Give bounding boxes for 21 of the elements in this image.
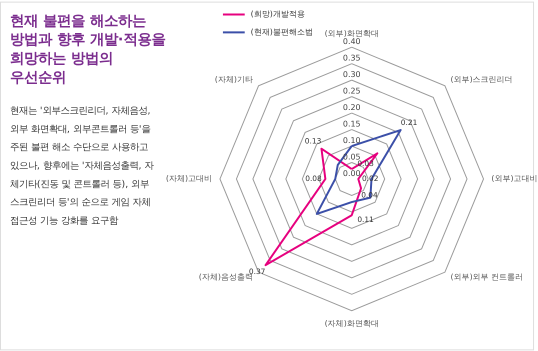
- spoke-label: (자체)고대비: [166, 174, 212, 183]
- y-tick-label: 0.30: [342, 70, 361, 80]
- y-tick-label: 0.40: [342, 37, 361, 46]
- y-tick-label: 0.20: [342, 103, 361, 112]
- y-tick-label: 0.15: [342, 120, 361, 129]
- y-tick-label: 0.00: [342, 168, 361, 178]
- y-tick-label: 0.05: [342, 152, 361, 162]
- spoke-label: (외부)외부 컨트롤러: [450, 272, 524, 282]
- y-tick-label: 0.25: [342, 86, 361, 96]
- spoke-label: (자체)화면확대: [324, 318, 379, 328]
- spoke-label: (외부)고대비: [491, 174, 538, 183]
- legend-label: (현재)불편해소법: [250, 27, 313, 36]
- spoke-label: (자체)기타: [214, 75, 253, 84]
- spoke-label: (자체)음성출력: [198, 272, 253, 282]
- y-tick-label: 0.35: [342, 54, 361, 63]
- text: 현재는 '외부스크린리더, 자체음성, 외부 화면확대, 외부콘트롤러 등'을 주된 불편 해소 수단으로 사용하고 있으나, 향후에는 '자체음성출력, 자 체기타(진동 및 콘트롤러 등), 외부 스크린리더 등'의 순으로 게임 자체 접근성 기능 강화를 요구함: [10, 106, 154, 227]
- spoke-label: (외부)화면확대: [324, 28, 379, 38]
- spoke-label: (외부)스크린리더: [450, 75, 513, 84]
- y-tick-label: 0.10: [342, 136, 361, 146]
- text: 현재 불편을 해소하는 방법과 향후 개발·적용을 희망하는 방법의 우선순위: [10, 13, 166, 86]
- legend-label: (희망)개발적용: [250, 9, 305, 18]
